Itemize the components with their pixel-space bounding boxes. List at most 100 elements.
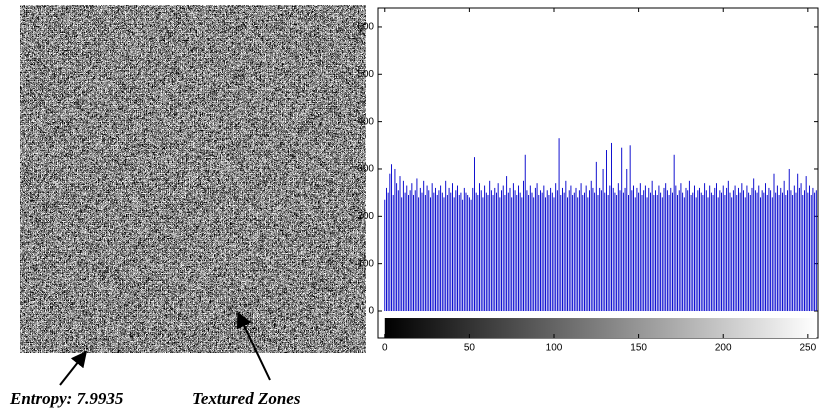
bar xyxy=(468,197,470,312)
bar xyxy=(558,138,560,312)
bar xyxy=(467,195,469,312)
bar xyxy=(655,190,657,312)
bar xyxy=(785,195,787,312)
bar xyxy=(573,192,575,312)
bar xyxy=(717,197,719,312)
bar xyxy=(548,195,550,312)
bar xyxy=(487,195,489,312)
x-tick-label: 0 xyxy=(382,343,388,354)
bar xyxy=(524,154,526,312)
bar xyxy=(636,187,638,312)
bar xyxy=(580,183,582,312)
bar xyxy=(685,187,687,312)
bar xyxy=(509,187,511,312)
bar xyxy=(553,197,555,312)
bar xyxy=(683,197,685,312)
bar xyxy=(475,192,477,312)
bar xyxy=(521,197,523,312)
bar xyxy=(479,183,481,312)
bar xyxy=(397,190,399,312)
bar xyxy=(661,197,663,312)
bar xyxy=(605,150,607,312)
bar xyxy=(700,192,702,312)
bar xyxy=(534,187,536,312)
bar xyxy=(550,187,552,312)
bar xyxy=(563,192,565,312)
bar xyxy=(604,192,606,312)
bar xyxy=(531,192,533,312)
bar xyxy=(492,195,494,312)
bar xyxy=(787,190,789,312)
bar xyxy=(616,195,618,312)
bar xyxy=(507,192,509,312)
bar xyxy=(595,161,597,312)
bar xyxy=(512,183,514,312)
bar xyxy=(446,195,448,312)
bar xyxy=(514,190,516,312)
bar xyxy=(641,195,643,312)
bar xyxy=(704,183,706,312)
bar xyxy=(737,187,739,312)
bar xyxy=(429,197,431,312)
bar xyxy=(568,190,570,312)
bar xyxy=(688,180,690,312)
bar xyxy=(594,192,596,312)
bar xyxy=(627,195,629,312)
bar xyxy=(732,190,734,312)
bar xyxy=(599,187,601,312)
bar xyxy=(803,190,805,312)
bar xyxy=(792,195,794,312)
bar xyxy=(587,197,589,312)
bar xyxy=(793,185,795,312)
bar xyxy=(651,180,653,312)
bar xyxy=(721,192,723,312)
bar xyxy=(619,190,621,312)
bar xyxy=(499,197,501,312)
bar xyxy=(765,183,767,312)
bar xyxy=(567,197,569,312)
bar xyxy=(570,185,572,312)
bar xyxy=(428,190,430,312)
bar xyxy=(810,195,812,312)
bar xyxy=(621,147,623,312)
bar xyxy=(761,190,763,312)
bar xyxy=(396,183,398,312)
bar xyxy=(440,185,442,312)
bar xyxy=(463,187,465,312)
bar xyxy=(424,195,426,312)
bar xyxy=(411,183,413,312)
bar xyxy=(814,192,816,312)
bar xyxy=(756,192,758,312)
bar xyxy=(561,187,563,312)
bar xyxy=(392,195,394,312)
bar xyxy=(583,192,585,312)
bar xyxy=(387,192,389,312)
bar xyxy=(455,190,457,312)
bar xyxy=(473,157,475,312)
bar xyxy=(414,190,416,312)
bar xyxy=(578,190,580,312)
bar xyxy=(790,190,792,312)
bar xyxy=(541,192,543,312)
y-tick-label: 100 xyxy=(357,258,374,269)
encrypted-image xyxy=(20,5,366,353)
bar xyxy=(590,180,592,312)
bar xyxy=(494,187,496,312)
bar xyxy=(458,195,460,312)
bar xyxy=(536,183,538,312)
bar xyxy=(477,195,479,312)
bar xyxy=(489,180,491,312)
bar xyxy=(648,187,650,312)
bar xyxy=(729,192,731,312)
bar xyxy=(611,142,613,312)
bar xyxy=(617,183,619,312)
bar xyxy=(539,190,541,312)
bar xyxy=(517,185,519,312)
bar xyxy=(744,197,746,312)
bar xyxy=(484,185,486,312)
bar xyxy=(812,187,814,312)
bar xyxy=(734,185,736,312)
x-tick-label: 100 xyxy=(546,343,563,354)
bar xyxy=(675,185,677,312)
